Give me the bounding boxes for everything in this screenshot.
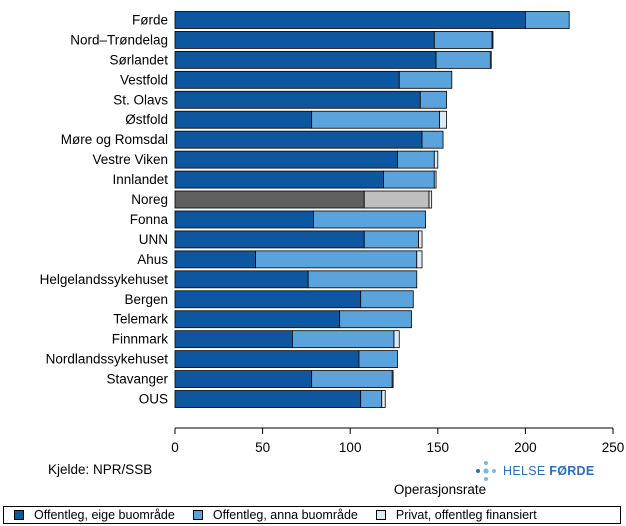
x-axis-title: Operasjonsrate bbox=[394, 482, 486, 497]
bar-segment-3 bbox=[428, 190, 433, 209]
bar-segment-2 bbox=[339, 310, 412, 329]
logo-dots-icon bbox=[476, 461, 496, 481]
legend-swatch-privat bbox=[375, 510, 386, 520]
bar-segment-1 bbox=[174, 330, 293, 349]
bar-segment-2 bbox=[311, 110, 440, 129]
category-label: Telemark bbox=[113, 312, 168, 327]
bar-segment-1 bbox=[174, 310, 341, 329]
category-label: Møre og Romsdal bbox=[61, 132, 168, 147]
bar-segment-1 bbox=[174, 150, 398, 169]
category-label: Bergen bbox=[124, 292, 168, 307]
category-label: Vestfold bbox=[120, 72, 168, 87]
legend-swatch-anna bbox=[192, 510, 203, 520]
category-label: Vestre Viken bbox=[92, 152, 168, 167]
bar-segment-3 bbox=[416, 250, 423, 269]
bar-segment-1 bbox=[174, 290, 362, 309]
category-label: Noreg bbox=[131, 192, 168, 207]
bar-segment-2 bbox=[255, 250, 418, 269]
x-axis: 0 50 100 150 200 250 bbox=[171, 427, 625, 455]
bar-segment-2 bbox=[383, 170, 435, 189]
bar-segment-1 bbox=[174, 270, 309, 289]
legend-item-anna: Offentleg, anna buområde bbox=[192, 508, 358, 522]
x-tick-label: 100 bbox=[339, 440, 362, 455]
bar-segment-1 bbox=[174, 70, 400, 89]
bar-segment-2 bbox=[363, 230, 419, 249]
legend-item-privat: Privat, offentleg finansiert bbox=[375, 508, 537, 522]
category-label: St. Olavs bbox=[113, 92, 168, 107]
bar-segment-1 bbox=[174, 390, 362, 408]
category-label: Finnmark bbox=[112, 332, 169, 347]
legend-label-anna: Offentleg, anna buområde bbox=[212, 508, 358, 522]
category-label: UNN bbox=[139, 232, 168, 247]
logo-prefix: HELSE bbox=[503, 464, 550, 478]
helse-forde-logo: HELSE FØRDE bbox=[474, 460, 595, 482]
category-label: Stavanger bbox=[106, 372, 168, 387]
bar-segment-2 bbox=[398, 70, 453, 89]
bar-segment-1 bbox=[174, 11, 526, 29]
x-tick-label: 200 bbox=[514, 440, 537, 455]
category-label: Nordlandssykehuset bbox=[46, 352, 169, 367]
bar-segment-3 bbox=[393, 330, 400, 349]
x-tick-label: 150 bbox=[427, 440, 450, 455]
bar-segment-1 bbox=[174, 190, 365, 209]
category-label: Østfold bbox=[125, 112, 168, 127]
bar-segment-3 bbox=[433, 150, 439, 169]
bar-segment-3 bbox=[391, 370, 394, 388]
bar-segment-2 bbox=[291, 330, 395, 349]
bar-segment-2 bbox=[435, 50, 491, 69]
category-label: OUS bbox=[139, 392, 168, 407]
bar-segment-3 bbox=[418, 230, 423, 249]
bar-segment-3 bbox=[433, 170, 437, 189]
bar-segment-2 bbox=[360, 390, 383, 408]
category-label: Førde bbox=[132, 12, 168, 27]
bar-segment-1 bbox=[174, 370, 313, 388]
category-label: Ahus bbox=[137, 252, 168, 267]
bar-segment-2 bbox=[419, 90, 447, 109]
legend-swatch-eige bbox=[14, 510, 24, 520]
bar-segment-1 bbox=[174, 90, 421, 109]
bar-segment-1 bbox=[174, 170, 384, 189]
bar-segment-1 bbox=[174, 130, 423, 149]
legend-item-eige: Offentleg, eige buområde bbox=[14, 508, 175, 522]
legend-label-privat: Privat, offentleg finansiert bbox=[395, 508, 537, 522]
bar-segment-2 bbox=[397, 150, 435, 169]
category-label: Fonna bbox=[130, 212, 169, 227]
source-note: Kjelde: NPR/SSB bbox=[48, 462, 153, 477]
bar-segment-1 bbox=[174, 230, 365, 249]
category-label: Innlandet bbox=[112, 172, 168, 187]
legend: Offentleg, eige buområde Offentleg, anna… bbox=[3, 506, 621, 524]
logo-bold: FØRDE bbox=[549, 464, 595, 478]
bar-segment-3 bbox=[491, 31, 494, 49]
category-label: Helgelandssykehuset bbox=[40, 272, 169, 287]
legend-label-eige: Offentleg, eige buområde bbox=[34, 508, 175, 522]
bar-segment-2 bbox=[421, 130, 444, 149]
bar-segment-1 bbox=[174, 110, 313, 129]
bar-segment-2 bbox=[360, 290, 414, 309]
category-label: Sørlandet bbox=[109, 52, 168, 67]
bar-segment-1 bbox=[174, 50, 437, 69]
bar-segment-1 bbox=[174, 210, 314, 229]
bar-segment-1 bbox=[174, 250, 256, 269]
x-tick-label: 250 bbox=[602, 440, 625, 455]
bar-segment-3 bbox=[439, 110, 447, 129]
bar-segment-3 bbox=[381, 390, 386, 408]
bar-segment-2 bbox=[363, 190, 430, 209]
category-label: Nord–Trøndelag bbox=[70, 32, 168, 47]
bar-segment-1 bbox=[174, 350, 360, 369]
bar-segment-2 bbox=[307, 270, 418, 289]
bar-segment-3 bbox=[489, 50, 492, 69]
bar-segment-2 bbox=[433, 31, 493, 49]
bar-area bbox=[174, 11, 570, 408]
x-tick-label: 50 bbox=[255, 440, 270, 455]
bar-segment-1 bbox=[174, 31, 435, 49]
bar-segment-2 bbox=[313, 210, 426, 229]
bar-segment-2 bbox=[311, 370, 393, 388]
x-tick-label: 0 bbox=[171, 440, 179, 455]
category-labels: Førde Nord–Trøndelag Sørlandet Vestfold St. … bbox=[40, 12, 169, 406]
bar-segment-2 bbox=[358, 350, 398, 369]
bar-segment-2 bbox=[525, 11, 570, 29]
